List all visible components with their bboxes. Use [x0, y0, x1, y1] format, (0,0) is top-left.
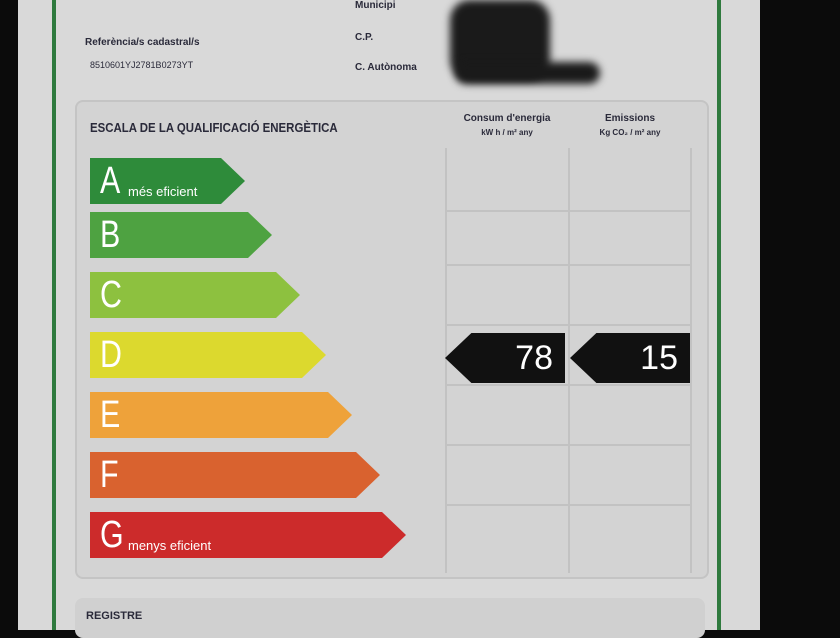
energy-class-b: B — [90, 212, 272, 258]
grid-line — [445, 444, 692, 446]
border-line-right — [717, 0, 721, 630]
grid-line — [445, 210, 692, 212]
grid-line — [690, 148, 692, 573]
class-subtitle: menys eficient — [128, 538, 212, 553]
emissions-value-arrow: 15 — [570, 333, 690, 383]
scale-title: ESCALA DE LA QUALIFICACIÓ ENERGÈTICA — [90, 120, 338, 135]
emissions-label: Emissions — [604, 113, 656, 124]
autonoma-label: C. Autònoma — [355, 62, 417, 73]
grid-line — [445, 324, 692, 326]
cadastral-value: 8510601YJ2781B0273YT — [90, 60, 194, 70]
grid-line — [445, 504, 692, 506]
class-subtitle: més eficient — [128, 184, 198, 199]
consum-label: Consum d'energia — [463, 113, 551, 124]
grid-line — [445, 264, 692, 266]
class-letter: C — [100, 274, 122, 316]
class-letter: G — [100, 514, 124, 556]
municipi-label: Municipi — [355, 0, 396, 11]
redaction — [455, 62, 600, 84]
energy-class-e: E — [90, 392, 352, 438]
registre-label: REGISTRE — [86, 610, 143, 622]
grid-line — [445, 384, 692, 386]
energy-class-c: C — [90, 272, 300, 318]
emissions-unit: Kg CO₂ / m² any — [599, 128, 661, 137]
class-letter: B — [100, 214, 121, 256]
registre-section — [75, 598, 705, 638]
class-letter: F — [100, 454, 119, 496]
class-letter: A — [100, 160, 121, 202]
grid-line — [445, 148, 447, 573]
consum-unit: kW h / m² any — [481, 128, 533, 137]
cp-label: C.P. — [355, 32, 374, 43]
cadastral-label: Referència/s cadastral/s — [85, 37, 200, 48]
class-letter: D — [100, 334, 122, 376]
consum-value-arrow: 78 — [445, 333, 565, 383]
energy-class-f: F — [90, 452, 380, 498]
energy-class-d: D — [90, 332, 326, 378]
class-letter: E — [100, 394, 121, 436]
border-line-left — [52, 0, 56, 630]
grid-line — [568, 148, 570, 573]
